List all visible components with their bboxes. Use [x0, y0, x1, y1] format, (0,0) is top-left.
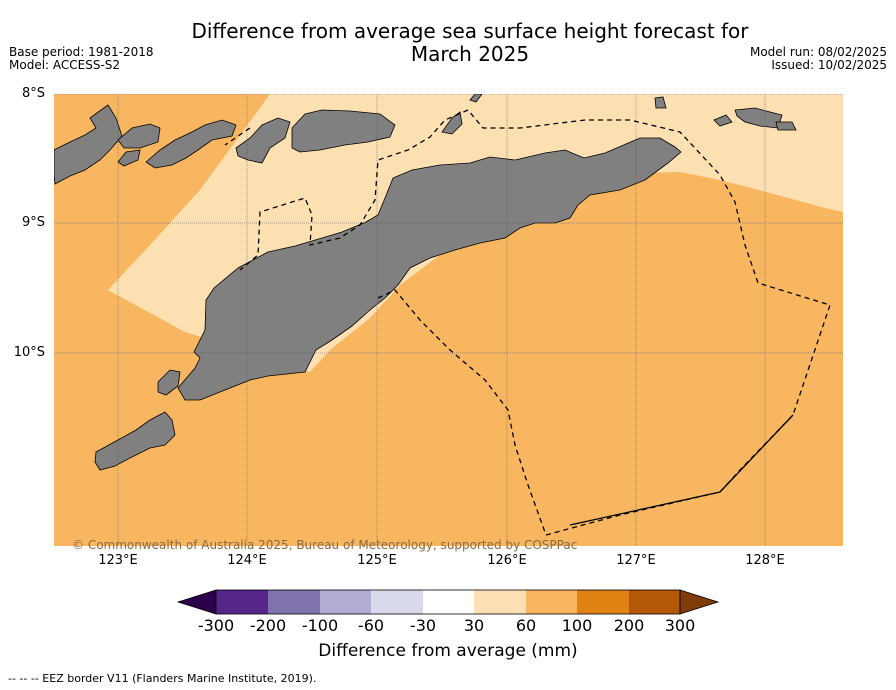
lon-label-125e: 125°E [357, 553, 397, 568]
map-area [54, 94, 843, 546]
small-island-east [713, 114, 733, 127]
model-info: Base period: 1981-2018 Model: ACCESS-S2 [9, 46, 154, 72]
small-island-north [441, 111, 463, 135]
colorbar-tick: 100 [561, 616, 593, 635]
colorbar-seg-1 [216, 590, 268, 614]
timor-island [177, 137, 682, 401]
adonara-island [117, 149, 141, 167]
eez-legend-note: -- -- -- EEZ border V11 (Flanders Marine… [8, 672, 317, 685]
alor-island [235, 117, 291, 164]
copyright-notice: © Commonwealth of Australia 2025, Bureau… [72, 538, 578, 552]
semau-island [157, 369, 181, 396]
small-island-north-3 [654, 96, 667, 109]
flores-island [54, 104, 123, 185]
lon-label-128e: 128°E [745, 553, 785, 568]
colorbar [176, 589, 720, 615]
colorbar-tick: -300 [197, 616, 235, 635]
colorbar-tick: -60 [357, 616, 385, 635]
run-info: Model run: 08/02/2025 Issued: 10/02/2025 [750, 46, 887, 72]
colorbar-seg-4 [371, 590, 423, 614]
colorbar-tick: -30 [409, 616, 437, 635]
lon-label-123e: 123°E [98, 553, 138, 568]
colorbar-under-arrow [176, 589, 217, 615]
colorbar-seg-2 [268, 590, 320, 614]
colorbar-tick: 300 [664, 616, 696, 635]
eez-border-solid [569, 414, 794, 526]
model-name: Model: ACCESS-S2 [9, 58, 121, 72]
colorbar-seg-3 [320, 590, 371, 614]
lat-label-9s: 9°S [21, 215, 45, 230]
map-title: Difference from average sea surface heig… [150, 20, 790, 66]
colorbar-tick: -100 [301, 616, 339, 635]
lat-label-8s: 8°S [21, 86, 45, 101]
rote-island [94, 411, 176, 471]
colorbar-over-arrow [679, 589, 720, 615]
title-line-1: Difference from average sea surface heig… [191, 19, 749, 43]
colorbar-tick: 60 [515, 616, 537, 635]
colorbar-seg-9 [629, 590, 680, 614]
lon-label-127e: 127°E [616, 553, 656, 568]
lembata-island [145, 119, 237, 169]
map-gridlines [54, 94, 843, 546]
model-run-date: Model run: 08/02/2025 [749, 45, 887, 59]
wetar-island [291, 109, 396, 153]
solor-island [117, 123, 161, 149]
title-line-2: March 2025 [410, 42, 530, 66]
colorbar-label: Difference from average (mm) [318, 641, 578, 661]
lon-label-126e: 126°E [487, 553, 527, 568]
colorbar-frame [215, 589, 681, 615]
colorbar-seg-7 [526, 590, 577, 614]
eez-border [224, 109, 831, 536]
colorbar-seg-5 [423, 590, 474, 614]
lon-label-124e: 124°E [227, 553, 267, 568]
small-island-east-2 [775, 121, 797, 131]
base-period: Base period: 1981-2018 [9, 45, 154, 59]
issued-date: Issued: 10/02/2025 [771, 58, 887, 72]
colorbar-tick: 200 [613, 616, 645, 635]
small-island-north-2 [469, 94, 483, 103]
lat-label-10s: 10°S [13, 345, 45, 360]
colorbar-seg-8 [577, 590, 629, 614]
colorbar-tick: -200 [249, 616, 287, 635]
colorbar-seg-6 [474, 590, 526, 614]
colorbar-tick: 30 [463, 616, 485, 635]
